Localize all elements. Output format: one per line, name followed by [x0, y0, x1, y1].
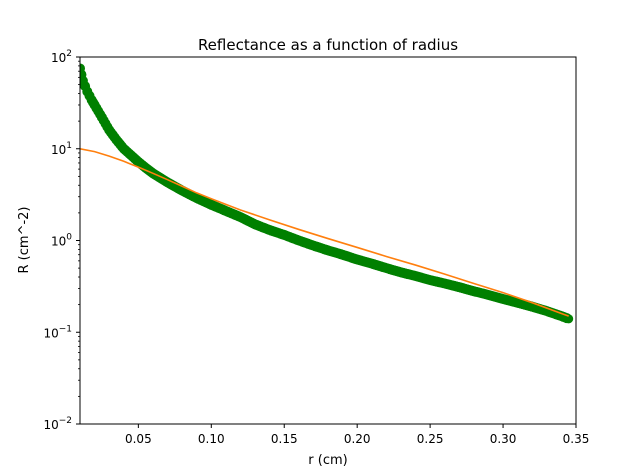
x-tick-label: 0.30 — [490, 432, 517, 446]
x-tick-label: 0.05 — [125, 432, 152, 446]
y-axis: 10−2 10−1 100 101 102 — [43, 49, 80, 432]
y-tick-label: 101 — [51, 141, 72, 157]
series-fit-line — [80, 147, 569, 317]
y-tick-label: 100 — [51, 233, 72, 249]
y-tick-label: 102 — [51, 49, 72, 65]
y-tick-label: 10−1 — [43, 324, 72, 340]
data-point — [564, 314, 574, 324]
x-tick-label: 0.25 — [417, 432, 444, 446]
chart-title: Reflectance as a function of radius — [198, 36, 458, 54]
x-axis: 0.05 0.10 0.15 0.20 0.25 0.30 0.35 — [125, 424, 589, 446]
x-tick-label: 0.35 — [563, 432, 590, 446]
x-tick-label: 0.10 — [198, 432, 225, 446]
y-axis-label: R (cm^-2) — [17, 207, 32, 274]
x-tick-label: 0.15 — [271, 432, 298, 446]
x-tick-label: 0.20 — [344, 432, 371, 446]
plot-area — [80, 63, 574, 324]
x-axis-label: r (cm) — [308, 453, 347, 468]
y-tick-label: 10−2 — [43, 416, 72, 432]
series-measured — [80, 63, 574, 324]
plot-frame — [79, 56, 577, 425]
